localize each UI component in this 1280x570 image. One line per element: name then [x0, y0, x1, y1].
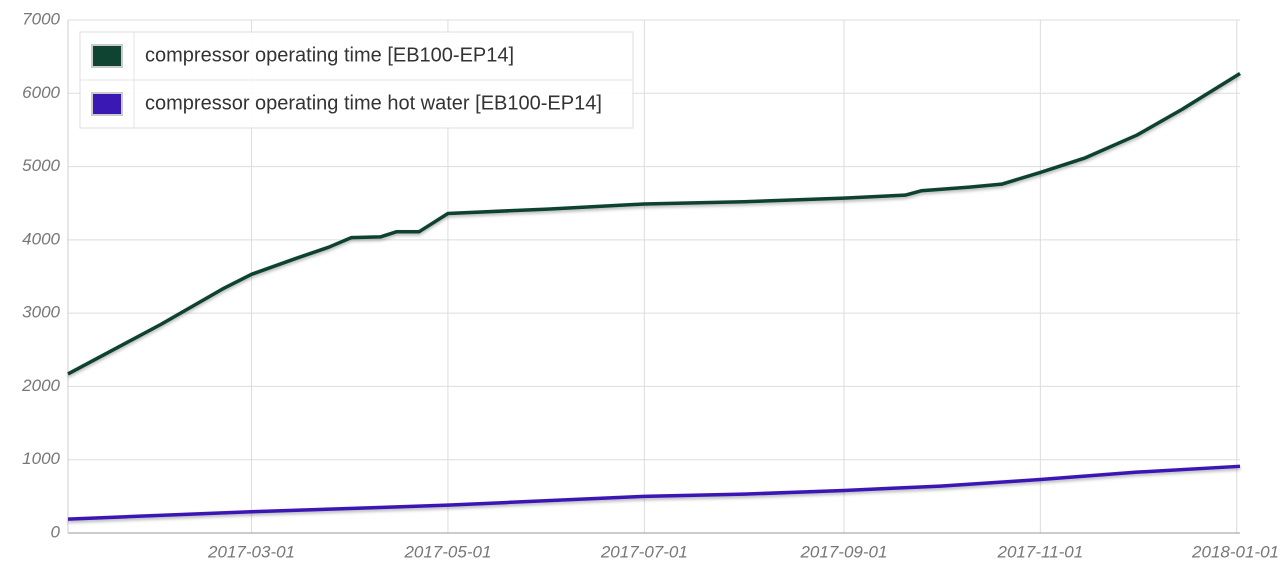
x-tick-label: 2017-05-01: [403, 542, 491, 561]
x-tick-label: 2017-03-01: [207, 542, 295, 561]
legend-swatch: [91, 92, 123, 116]
y-tick-label: 2000: [21, 376, 60, 395]
legend-swatch: [91, 44, 123, 68]
x-tick-label: 2018-01-01: [1191, 542, 1279, 561]
x-tick-label: 2017-07-01: [600, 542, 688, 561]
y-tick-label: 3000: [22, 303, 60, 322]
legend-label: compressor operating time [EB100-EP14]: [145, 44, 514, 66]
y-tick-label: 6000: [22, 83, 60, 102]
x-tick-label: 2017-11-01: [997, 542, 1084, 561]
legend-label: compressor operating time hot water [EB1…: [145, 92, 602, 114]
series-line: [67, 72, 1241, 376]
y-tick-label: 0: [51, 522, 61, 541]
y-tick-label: 5000: [22, 156, 60, 175]
lines: [67, 72, 1241, 521]
legend: compressor operating time [EB100-EP14] co…: [79, 31, 634, 129]
x-tick-label: 2017-09-01: [799, 542, 887, 561]
series-line: [67, 464, 1241, 521]
y-tick-label: 7000: [22, 9, 60, 28]
y-tick-label: 1000: [22, 449, 60, 468]
y-tick-label: 4000: [22, 229, 60, 248]
